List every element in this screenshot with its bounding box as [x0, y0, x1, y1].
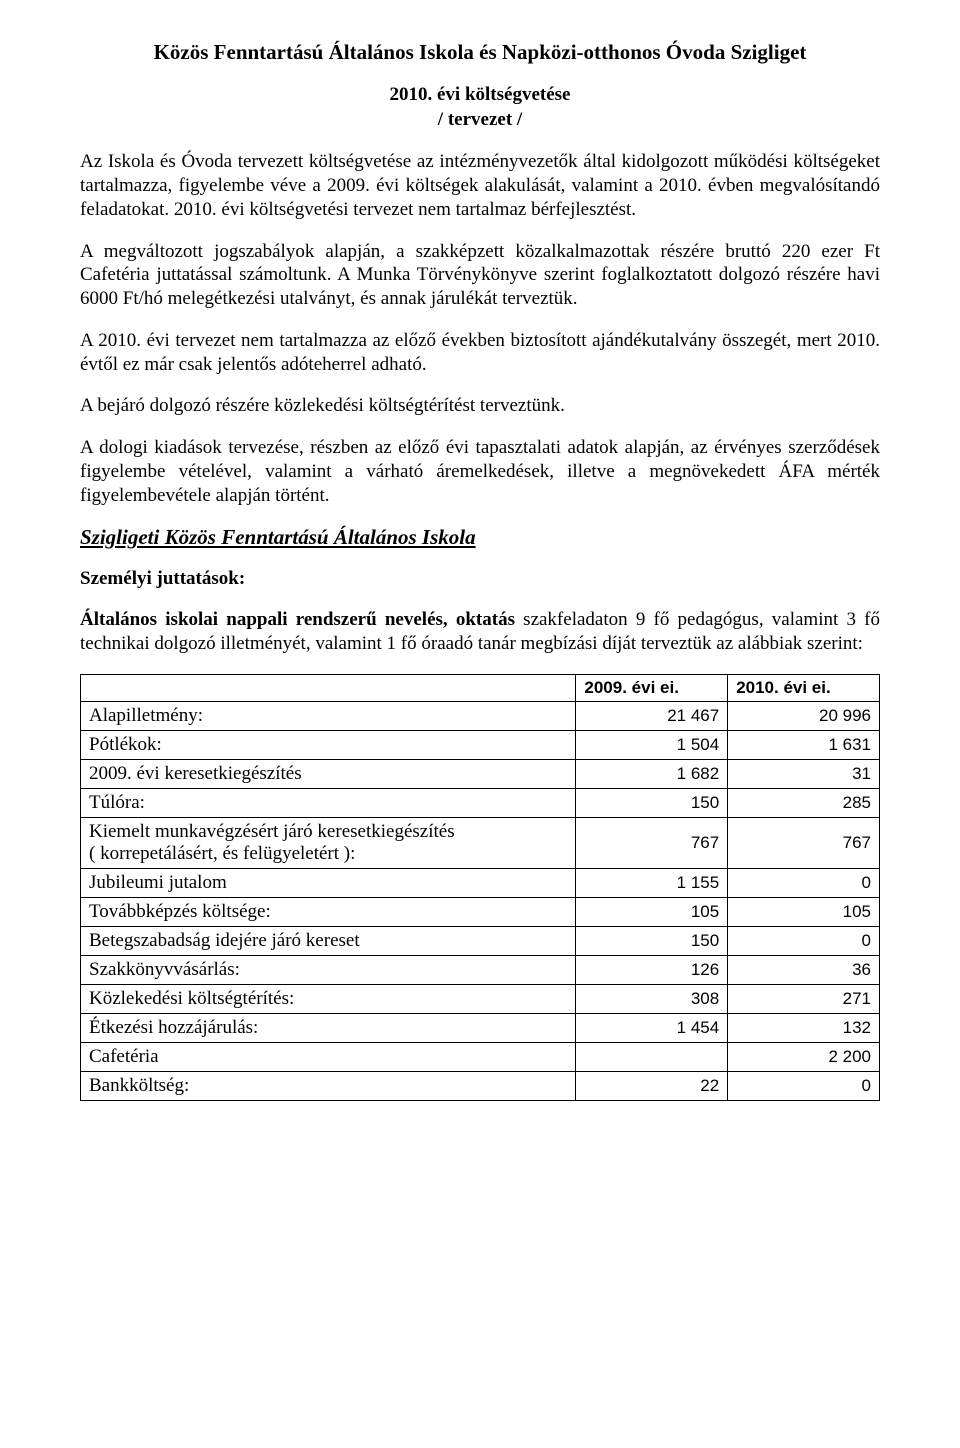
row-value-2010: 36 [728, 955, 880, 984]
row-label: Túlóra: [81, 788, 576, 817]
row-value-2009: 1 155 [576, 868, 728, 897]
intro-paragraph: Általános iskolai nappali rendszerű neve… [80, 608, 880, 656]
table-row: 2009. évi keresetkiegészítés1 68231 [81, 759, 880, 788]
row-label: Jubileumi jutalom [81, 868, 576, 897]
row-value-2010: 0 [728, 868, 880, 897]
row-value-2009: 1 504 [576, 730, 728, 759]
row-value-2009: 308 [576, 984, 728, 1013]
row-value-2009: 150 [576, 926, 728, 955]
table-row: Pótlékok:1 5041 631 [81, 730, 880, 759]
row-value-2010: 2 200 [728, 1042, 880, 1071]
document-subtitle: 2010. évi költségvetése / tervezet / [80, 83, 880, 132]
row-label: Kiemelt munkavégzésért járó keresetkiegé… [81, 817, 576, 868]
row-value-2009: 21 467 [576, 701, 728, 730]
paragraph-5: A dologi kiadások tervezése, részben az … [80, 436, 880, 507]
header-label [81, 674, 576, 701]
row-value-2010: 31 [728, 759, 880, 788]
row-label: 2009. évi keresetkiegészítés [81, 759, 576, 788]
row-value-2010: 0 [728, 1071, 880, 1100]
paragraph-4: A bejáró dolgozó részére közlekedési köl… [80, 394, 880, 418]
table-row: Közlekedési költségtérítés:308271 [81, 984, 880, 1013]
intro-bold-text: Általános iskolai nappali rendszerű neve… [80, 609, 515, 630]
row-value-2009: 1 454 [576, 1013, 728, 1042]
header-2010: 2010. évi ei. [728, 674, 880, 701]
row-value-2009: 126 [576, 955, 728, 984]
row-value-2010: 1 631 [728, 730, 880, 759]
document-title: Közös Fenntartású Általános Iskola és Na… [80, 40, 880, 65]
row-label: Közlekedési költségtérítés: [81, 984, 576, 1013]
table-header-row: 2009. évi ei. 2010. évi ei. [81, 674, 880, 701]
table-row: Bankköltség:220 [81, 1071, 880, 1100]
row-value-2010: 20 996 [728, 701, 880, 730]
row-label: Cafetéria [81, 1042, 576, 1071]
row-value-2010: 0 [728, 926, 880, 955]
subtitle-line2: / tervezet / [438, 109, 522, 130]
table-row: Betegszabadság idejére járó kereset1500 [81, 926, 880, 955]
table-row: Alapilletmény:21 46720 996 [81, 701, 880, 730]
subtitle-line1: 2010. évi költségvetése [390, 84, 571, 105]
row-value-2009: 1 682 [576, 759, 728, 788]
row-label: Betegszabadság idejére járó kereset [81, 926, 576, 955]
row-label: Pótlékok: [81, 730, 576, 759]
row-label: Étkezési hozzájárulás: [81, 1013, 576, 1042]
section-heading: Szigligeti Közös Fenntartású Általános I… [80, 525, 880, 550]
row-value-2009: 22 [576, 1071, 728, 1100]
row-value-2010: 132 [728, 1013, 880, 1042]
row-value-2009: 150 [576, 788, 728, 817]
row-value-2010: 767 [728, 817, 880, 868]
paragraph-2: A megváltozott jogszabályok alapján, a s… [80, 240, 880, 311]
budget-table: 2009. évi ei. 2010. évi ei. Alapilletmén… [80, 674, 880, 1101]
row-label: Szakkönyvvásárlás: [81, 955, 576, 984]
row-label: Továbbképzés költsége: [81, 897, 576, 926]
paragraph-3: A 2010. évi tervezet nem tartalmazza az … [80, 329, 880, 377]
row-value-2009 [576, 1042, 728, 1071]
table-row: Túlóra:150285 [81, 788, 880, 817]
table-row: Étkezési hozzájárulás:1 454132 [81, 1013, 880, 1042]
paragraph-1: Az Iskola és Óvoda tervezett költségveté… [80, 150, 880, 221]
row-value-2010: 271 [728, 984, 880, 1013]
row-label: Alapilletmény: [81, 701, 576, 730]
table-row: Cafetéria 2 200 [81, 1042, 880, 1071]
row-value-2009: 767 [576, 817, 728, 868]
row-value-2009: 105 [576, 897, 728, 926]
table-row: Jubileumi jutalom1 1550 [81, 868, 880, 897]
table-row: Szakkönyvvásárlás:12636 [81, 955, 880, 984]
row-label: Bankköltség: [81, 1071, 576, 1100]
subheading-personnel: Személyi juttatások: [80, 568, 880, 590]
row-value-2010: 105 [728, 897, 880, 926]
header-2009: 2009. évi ei. [576, 674, 728, 701]
table-row: Kiemelt munkavégzésért járó keresetkiegé… [81, 817, 880, 868]
table-row: Továbbképzés költsége:105105 [81, 897, 880, 926]
row-value-2010: 285 [728, 788, 880, 817]
